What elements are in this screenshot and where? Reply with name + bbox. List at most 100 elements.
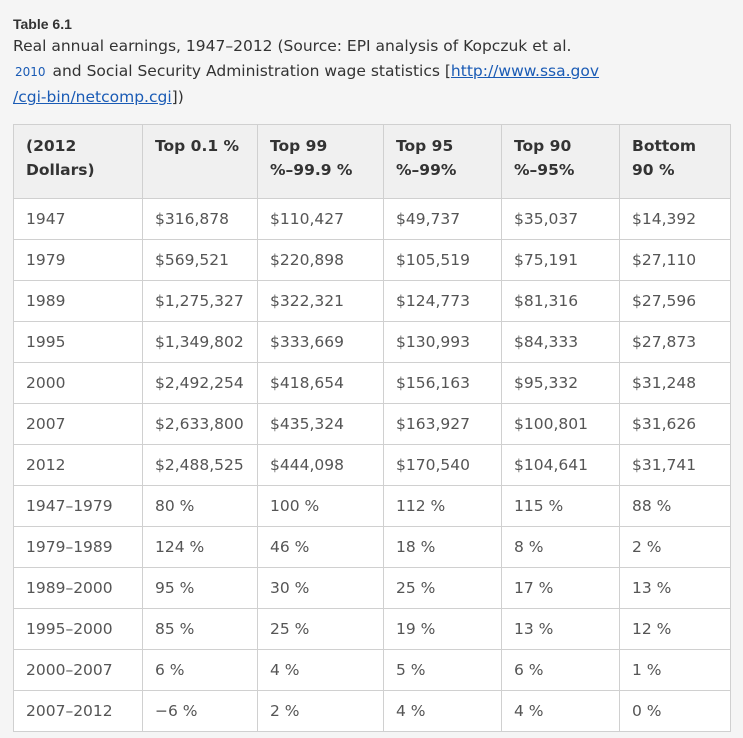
source-url-link[interactable]: http://www.ssa.gov/cgi-bin/netcomp.cgi [13,62,600,106]
table-cell: $14,392 [619,198,731,240]
table-cell: $105,519 [383,239,502,281]
row-label-cell: 1995 [13,321,143,363]
table-cell: $49,737 [383,198,502,240]
table-cell: 112 % [383,485,502,527]
table-cell: $2,492,254 [142,362,258,404]
table-row: 2012 $2,488,525 $444,098 $170,540 $104,641 $3… [13,444,731,486]
table-cell: 5 % [383,649,502,691]
table-cell: 100 % [257,485,384,527]
table-cell: 18 % [383,526,502,568]
caption-text-middle: and Social Security Administration wage … [52,62,451,80]
table-cell: 80 % [142,485,258,527]
table-cell: 2 % [257,690,384,732]
table-cell: 25 % [383,567,502,609]
row-label-cell: 1979 [13,239,143,281]
table-cell: $170,540 [383,444,502,486]
table-cell: $1,275,327 [142,280,258,322]
row-label-cell: 2007 [13,403,143,445]
table-cell: $2,488,525 [142,444,258,486]
table-cell: 4 % [257,649,384,691]
column-header: Top 99 %–99.9 % [257,124,384,199]
table-body: 1947 $316,878 $110,427 $49,737 $35,037 $14,39… [13,198,731,732]
row-label-cell: 1947–1979 [13,485,143,527]
row-label-cell: 2012 [13,444,143,486]
table-cell: $27,110 [619,239,731,281]
table-cell: $95,332 [501,362,620,404]
earnings-table: (2012 Dollars) Top 0.1 % Top 99 %–99.9 % Top … [13,124,731,732]
table-row: 1989 $1,275,327 $322,321 $124,773 $81,316 $27… [13,280,731,322]
table-cell: $110,427 [257,198,384,240]
table-cell: $333,669 [257,321,384,363]
table-cell: $316,878 [142,198,258,240]
table-caption: Real annual earnings, 1947–2012 (Source:… [13,34,730,110]
row-label-cell: 1989 [13,280,143,322]
table-cell: $124,773 [383,280,502,322]
table-cell: −6 % [142,690,258,732]
table-cell: 19 % [383,608,502,650]
column-header: Top 95 %–99% [383,124,502,199]
table-cell: $444,098 [257,444,384,486]
table-cell: 2 % [619,526,731,568]
table-row: 1979 $569,521 $220,898 $105,519 $75,191 $27,1… [13,239,731,281]
table-row: 2000 $2,492,254 $418,654 $156,163 $95,332 $31… [13,362,731,404]
table-cell: $31,626 [619,403,731,445]
table-row: 1947–1979 80 % 100 % 112 % 115 % 88 % [13,485,731,527]
table-cell: 6 % [501,649,620,691]
table-cell: 17 % [501,567,620,609]
table-cell: 85 % [142,608,258,650]
column-header: Bottom 90 % [619,124,731,199]
table-cell: 13 % [619,567,731,609]
row-label-cell: 2000–2007 [13,649,143,691]
table-row: 1979–1989 124 % 46 % 18 % 8 % 2 % [13,526,731,568]
table-cell: 88 % [619,485,731,527]
table-cell: 30 % [257,567,384,609]
table-cell: 4 % [501,690,620,732]
table-cell: $418,654 [257,362,384,404]
table-row: 1995 $1,349,802 $333,669 $130,993 $84,333 $27… [13,321,731,363]
table-cell: $27,873 [619,321,731,363]
table-cell: $156,163 [383,362,502,404]
table-cell: 13 % [501,608,620,650]
table-cell: 8 % [501,526,620,568]
table-row: 1989–2000 95 % 30 % 25 % 17 % 13 % [13,567,731,609]
row-label-cell: 1989–2000 [13,567,143,609]
table-cell: $104,641 [501,444,620,486]
table-row: 2007 $2,633,800 $435,324 $163,927 $100,801 $3… [13,403,731,445]
table-row: 1995–2000 85 % 25 % 19 % 13 % 12 % [13,608,731,650]
table-cell: $84,333 [501,321,620,363]
table-cell: $100,801 [501,403,620,445]
table-label: Table 6.1 [13,16,72,32]
table-row: 2000–2007 6 % 4 % 5 % 6 % 1 % [13,649,731,691]
table-cell: $220,898 [257,239,384,281]
caption-text: Real annual earnings, 1947–2012 (Source:… [13,37,572,55]
table-cell: $322,321 [257,280,384,322]
row-label-cell: 1995–2000 [13,608,143,650]
table-cell: $27,596 [619,280,731,322]
citation-link[interactable]: 2010 [15,65,46,79]
table-cell: 115 % [501,485,620,527]
table-cell: 124 % [142,526,258,568]
table-header-row: (2012 Dollars) Top 0.1 % Top 99 %–99.9 % Top … [13,124,731,199]
row-label-cell: 1979–1989 [13,526,143,568]
column-header: Top 0.1 % [142,124,258,199]
table-cell: 95 % [142,567,258,609]
column-header: (2012 Dollars) [13,124,143,199]
table-cell: 1 % [619,649,731,691]
table-cell: $31,248 [619,362,731,404]
table-cell: 12 % [619,608,731,650]
table-cell: $2,633,800 [142,403,258,445]
table-row: 1947 $316,878 $110,427 $49,737 $35,037 $14,39… [13,198,731,240]
table-cell: $435,324 [257,403,384,445]
caption-text-end: ]) [171,88,184,106]
table-cell: 46 % [257,526,384,568]
table-cell: $35,037 [501,198,620,240]
table-cell: $75,191 [501,239,620,281]
table-cell: 25 % [257,608,384,650]
table-cell: 4 % [383,690,502,732]
row-label-cell: 1947 [13,198,143,240]
table-cell: $130,993 [383,321,502,363]
table-cell: $569,521 [142,239,258,281]
table-cell: 0 % [619,690,731,732]
table-cell: $163,927 [383,403,502,445]
table-cell: $81,316 [501,280,620,322]
